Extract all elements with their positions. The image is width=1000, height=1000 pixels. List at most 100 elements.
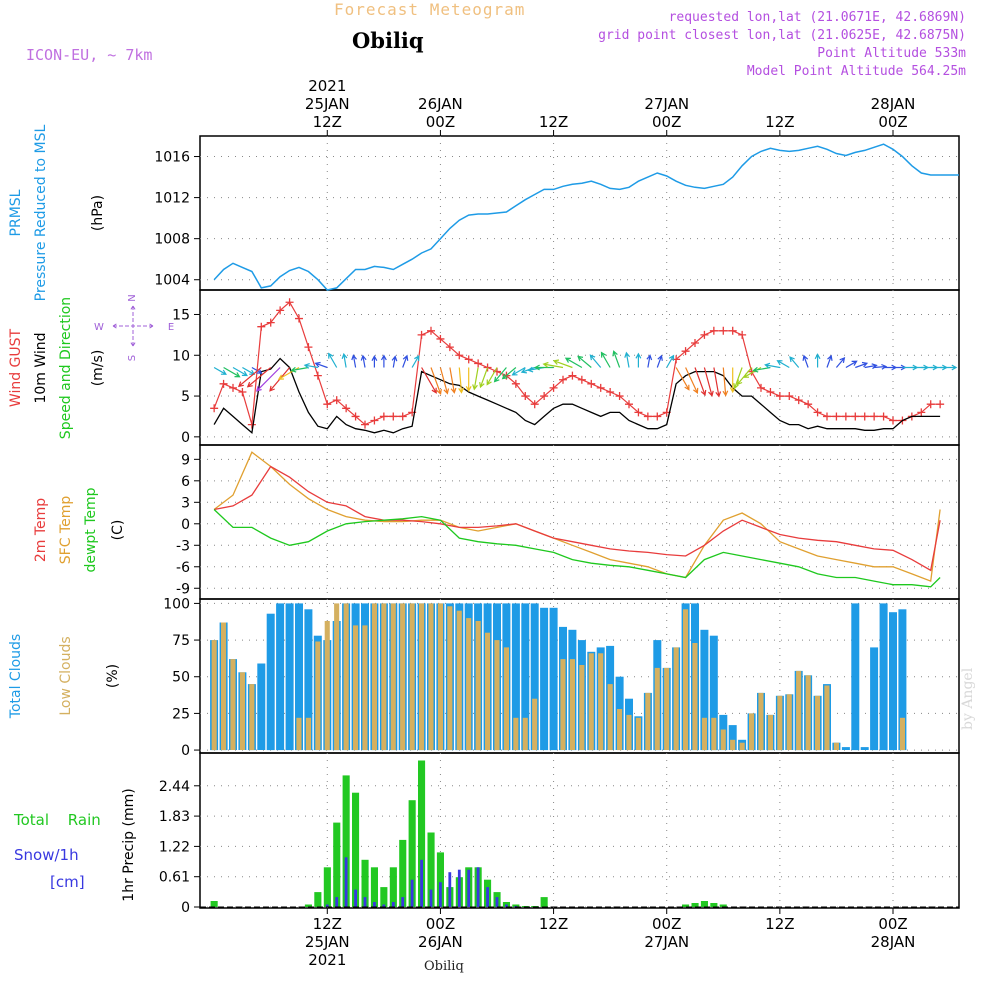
low-cloud-bar <box>221 622 227 751</box>
axis-label-ms: (m/s) <box>90 350 106 387</box>
gust-marker <box>464 355 473 364</box>
gust-marker <box>634 408 643 417</box>
low-cloud-bar <box>296 717 302 751</box>
rain-bar <box>304 904 312 907</box>
low-cloud-bar <box>777 695 783 751</box>
wind-direction-arrow <box>666 354 675 368</box>
wind-direction-arrow <box>351 354 357 368</box>
total-cloud-bar <box>285 603 294 751</box>
wind-direction-arrow <box>458 367 465 394</box>
wind-direction-arrow <box>646 354 653 368</box>
low-cloud-bar <box>720 729 726 750</box>
gust-marker <box>247 420 256 429</box>
wind-direction-arrow <box>402 354 409 368</box>
wind-direction-arrow <box>371 355 378 368</box>
snow-bar <box>486 887 489 907</box>
panel-frame-2 <box>199 444 960 600</box>
gust-marker <box>511 379 520 388</box>
total-cloud-bar <box>870 647 879 751</box>
gust-marker <box>370 416 379 425</box>
y-tick-label: -9 <box>176 581 190 597</box>
wind-direction-arrow <box>589 354 602 368</box>
wind-direction-arrow <box>874 363 888 370</box>
gust-marker <box>794 396 803 405</box>
low-cloud-bar <box>711 717 717 751</box>
rain-bar <box>540 897 548 907</box>
wind-direction-arrow <box>213 366 227 375</box>
location-title: Obiliq <box>352 28 424 53</box>
top-time-label: 2021 <box>308 77 346 95</box>
gust-marker <box>285 298 294 307</box>
y-tick-label: 1.22 <box>159 839 190 855</box>
rain-bar <box>333 822 341 908</box>
low-cloud-bar <box>239 672 245 750</box>
model-point-altitude: Model Point Altitude 564.25m <box>746 64 966 79</box>
gust-marker <box>568 371 577 380</box>
axis-label-10m-wind: 10m Wind <box>33 332 49 403</box>
y-tick-label: 1016 <box>154 150 190 166</box>
wind-direction-arrow <box>449 367 457 394</box>
y-tick-label: 10 <box>172 348 190 364</box>
gust-marker <box>238 387 247 396</box>
axis-label-direction: Speed and Direction <box>58 297 74 439</box>
rain-bar <box>352 792 360 907</box>
snow-bar <box>391 902 395 907</box>
wind-direction-arrow <box>577 355 592 368</box>
bottom-time-label: 27JAN <box>644 933 689 951</box>
snow-bar <box>410 879 414 907</box>
wind-direction-arrow <box>612 350 621 368</box>
rain-bar <box>323 867 331 907</box>
top-time-label: 12Z <box>313 113 342 131</box>
gust-marker <box>351 412 360 421</box>
snow-bar <box>335 897 339 907</box>
wind-direction-arrow <box>411 355 420 368</box>
gust-marker <box>681 347 690 356</box>
snow-bar <box>363 897 367 907</box>
axis-label-gust: Wind GUST <box>8 328 24 407</box>
gust-marker <box>427 326 435 335</box>
low-cloud-bar <box>833 742 839 750</box>
axis-label-low-clouds: Low Clouds <box>58 636 74 715</box>
low-cloud-bar <box>522 717 528 751</box>
rain-bar <box>389 867 397 907</box>
bottom-time-label: 00Z <box>426 915 455 933</box>
compass-s: S <box>127 355 138 361</box>
top-time-label: 00Z <box>652 113 681 131</box>
low-cloud-bar <box>692 643 698 751</box>
gust-marker <box>540 392 549 401</box>
snow-bar <box>467 869 471 907</box>
rain-bar <box>427 832 435 907</box>
temp-2m-line <box>213 465 941 572</box>
gust-marker <box>728 326 737 335</box>
rain-bar <box>436 852 444 907</box>
gust-marker <box>832 412 841 421</box>
rain-bar <box>700 901 708 907</box>
snow-bar <box>514 906 518 907</box>
total-cloud-bar <box>879 603 888 751</box>
wind-direction-arrow <box>713 367 722 398</box>
wind-direction-arrow <box>845 360 858 369</box>
top-time-label: 26JAN <box>418 95 463 113</box>
forecast-title: Forecast Meteogram <box>334 0 526 19</box>
low-cloud-bar <box>353 625 359 751</box>
total-cloud-bar <box>511 603 520 751</box>
axis-label-prmsl: PRMSL <box>8 189 24 236</box>
low-cloud-bar <box>579 665 585 751</box>
wind-direction-arrow <box>290 366 309 373</box>
low-cloud-bar <box>390 603 396 751</box>
wind-direction-arrow <box>303 363 319 369</box>
sfc-temp-line <box>213 451 941 583</box>
gust-marker <box>521 392 530 401</box>
rain-bar <box>691 903 699 907</box>
low-cloud-bar <box>617 709 623 751</box>
gust-marker <box>709 326 718 335</box>
low-cloud-bar <box>758 692 764 751</box>
wind-direction-arrow <box>764 362 781 369</box>
wind-direction-arrow <box>501 367 517 380</box>
gust-marker <box>342 404 351 413</box>
wind-direction-arrow <box>223 366 241 378</box>
gust-marker <box>559 375 567 384</box>
wind-direction-arrow <box>656 354 663 368</box>
gust-marker <box>841 412 850 421</box>
low-cloud-bar <box>673 647 679 751</box>
